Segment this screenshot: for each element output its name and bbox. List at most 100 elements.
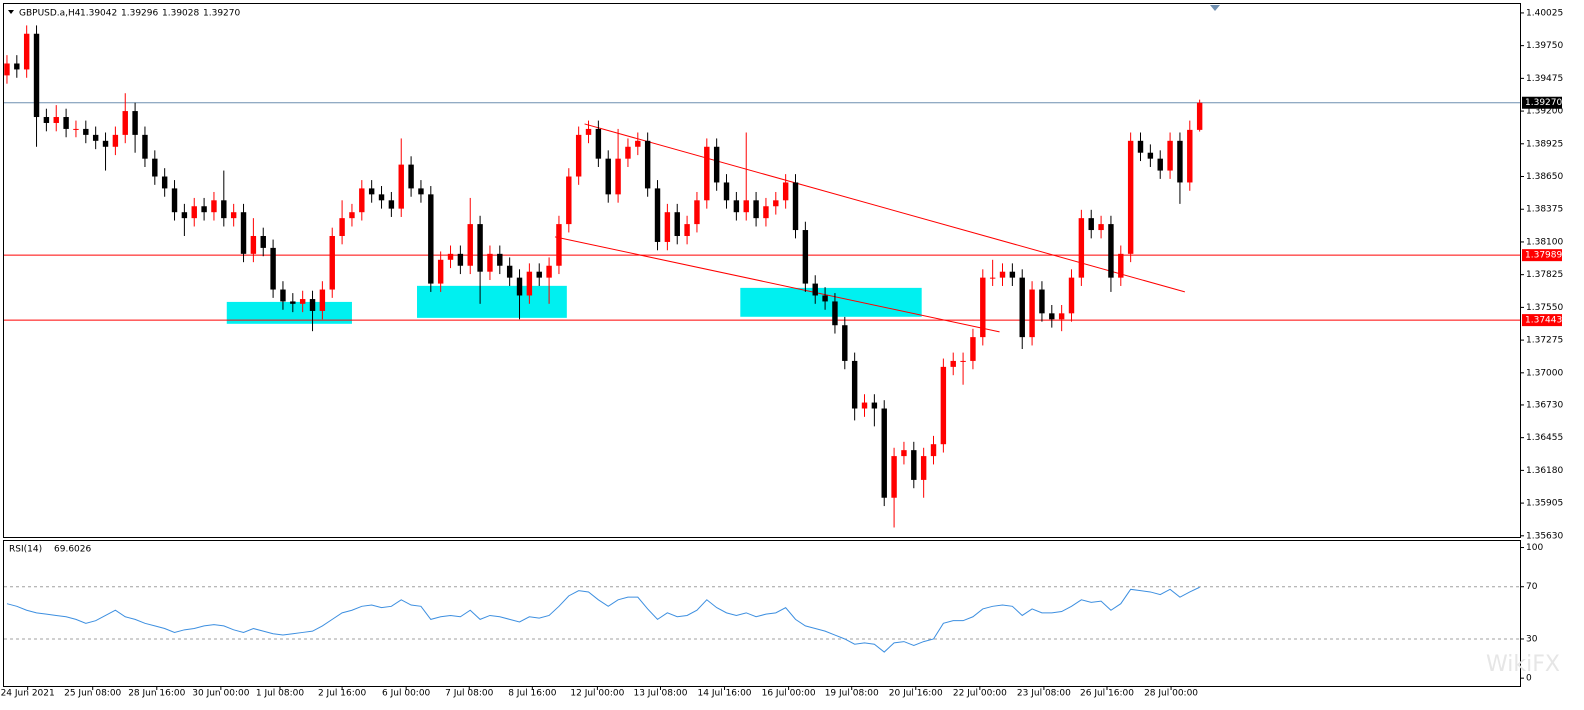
y-tick-label: 1.37275 (1526, 336, 1563, 346)
candle-body (280, 289, 286, 302)
candle-body (654, 188, 661, 242)
y-tick-label: 1.36180 (1526, 466, 1563, 476)
x-tick-label: 28 Jul 00:00 (1144, 689, 1198, 699)
candle-body (694, 200, 700, 225)
x-tick-label: 23 Jul 08:00 (1017, 689, 1071, 699)
candle-body (43, 117, 50, 123)
quote-value: 1.39270 (203, 9, 240, 19)
y-tick-label: 1.36730 (1526, 400, 1563, 410)
candle-body (368, 188, 375, 195)
candle-body (487, 253, 493, 272)
candle-body (950, 360, 956, 367)
candle-body (901, 450, 907, 457)
x-tick-label: 26 Jul 16:00 (1080, 689, 1134, 699)
candle-body (240, 212, 247, 254)
candle-body (753, 200, 759, 219)
y-tick-label: 1.37000 (1526, 368, 1563, 378)
candle-body (211, 200, 217, 213)
candle-body (861, 402, 868, 409)
main-frame (3, 3, 1521, 538)
candle-body (1108, 224, 1114, 278)
candle-body (83, 128, 89, 135)
candle-body (1019, 277, 1025, 338)
candle-body (250, 235, 257, 254)
x-tick-label: 16 Jul 00:00 (762, 689, 816, 699)
candle-body (566, 176, 572, 225)
x-tick-label: 14 Jul 16:00 (698, 689, 752, 699)
support-zone (417, 285, 567, 318)
candle-body (477, 224, 483, 272)
candle-body (871, 402, 878, 409)
candle-body (388, 200, 395, 209)
candle-body (428, 194, 434, 284)
candle-body (221, 200, 227, 219)
x-tick-label: 22 Jul 00:00 (953, 689, 1007, 699)
y-tick-label: 1.37550 (1526, 303, 1563, 313)
rsi-tick-label: 100 (1526, 543, 1543, 553)
rsi-tick-label: 70 (1526, 582, 1538, 592)
candle-body (822, 295, 828, 302)
y-tick-label: 1.37825 (1526, 270, 1563, 280)
y-tick-label: 1.35630 (1526, 531, 1563, 541)
candle-body (674, 212, 680, 236)
candle-body (339, 218, 345, 236)
quote-value: 1.39028 (162, 9, 199, 19)
x-tick-label: 12 Jul 00:00 (570, 689, 624, 699)
x-tick-label: 24 Jun 2021 (1, 689, 55, 699)
candle-body (270, 247, 276, 290)
trendline (584, 123, 1185, 293)
y-tick-label: 1.39200 (1526, 107, 1563, 117)
candle-body (920, 456, 927, 480)
candle-body (713, 146, 720, 183)
candle-body (664, 212, 671, 242)
x-tick-label: 2 Jul 16:00 (318, 689, 367, 699)
candle-body (191, 206, 197, 219)
candle-body (684, 224, 690, 236)
candle-body (1058, 313, 1065, 320)
candle-body (812, 283, 818, 296)
candle-body (122, 111, 128, 135)
candle-body (506, 265, 513, 278)
candle-body (792, 182, 799, 231)
price-tag (1522, 249, 1562, 262)
candle-body (201, 206, 207, 213)
x-tick-label: 1 Jul 08:00 (256, 689, 305, 699)
rsi-name: RSI(14) (9, 545, 42, 555)
candle-body (1029, 289, 1035, 338)
y-tick-label: 1.39475 (1526, 74, 1563, 84)
price-tag-label: 1.37989 (1525, 251, 1562, 261)
candle-body (1196, 102, 1203, 130)
candle-body (181, 212, 188, 219)
candle-body (437, 259, 444, 284)
candle-body (723, 182, 730, 201)
x-tick-label: 19 Jul 08:00 (825, 689, 879, 699)
candle-body (1118, 253, 1124, 278)
y-tick-label: 1.35905 (1526, 499, 1563, 509)
dropdown-icon[interactable] (8, 10, 14, 14)
candle-body (989, 277, 996, 279)
candle-body (349, 212, 355, 219)
candle-body (457, 253, 464, 266)
candle-body (92, 134, 99, 141)
x-tick-label: 8 Jul 16:00 (508, 689, 557, 699)
candle-body (842, 325, 848, 361)
candle-body (644, 140, 651, 189)
candle-body (516, 277, 523, 296)
candle-body (1177, 140, 1183, 183)
candle-body (299, 299, 306, 304)
candle-body (290, 301, 296, 304)
price-tag (1522, 314, 1562, 327)
candle-body (1049, 313, 1055, 320)
x-tick-label: 6 Jul 00:00 (382, 689, 431, 699)
candle-body (260, 235, 266, 248)
candle-body (1127, 140, 1134, 254)
quote-value: 1.39042 (80, 9, 117, 19)
candle-body (418, 188, 424, 195)
candle-body (546, 265, 552, 278)
candle-body (408, 164, 414, 189)
x-tick-label: 30 Jun 00:00 (192, 689, 249, 699)
candle-body (930, 444, 937, 457)
candle-body (1078, 218, 1085, 278)
candle-body (329, 235, 335, 290)
